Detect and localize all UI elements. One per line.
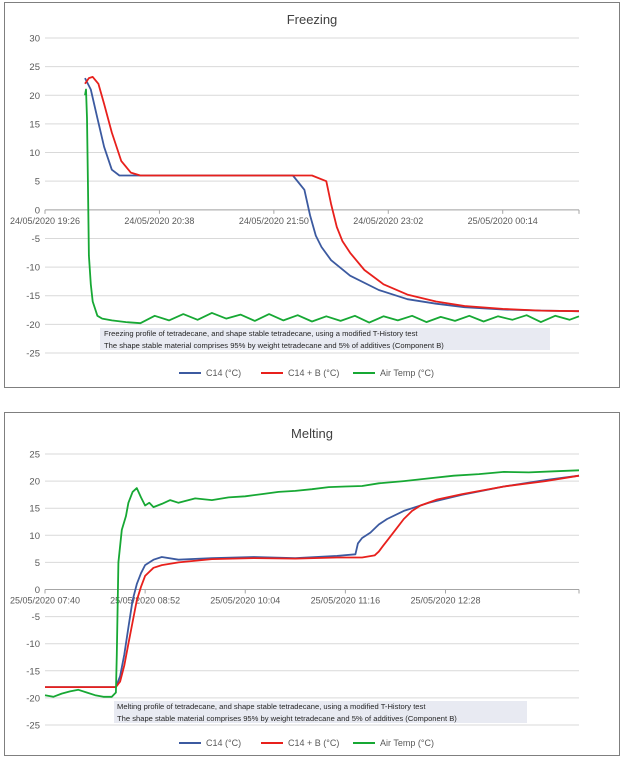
y-tick-label: -10 [26,639,40,650]
annotation-text: The shape stable material comprises 95% … [117,714,457,723]
annotation-text: The shape stable material comprises 95% … [104,341,444,350]
annotation-box [100,328,550,350]
x-tick-label: 25/05/2020 12:28 [410,596,480,606]
series-line-2 [45,474,580,689]
y-tick-label: 15 [29,119,40,130]
melting-chart: Melting 25 20 15 10 5 0 -5 -10 -15 -20 -25 25/05/202… [10,426,580,748]
x-tick-label: 25/05/2020 10:04 [210,596,280,606]
x-tick-label: 24/05/2020 20:38 [124,216,194,226]
x-tick-label: 25/05/2020 11:16 [311,596,380,606]
melting-chart-panel: Melting 25 20 15 10 5 0 -5 -10 -15 -20 -25 25/05/202… [4,412,620,756]
x-tick-label: 25/05/2020 07:40 [10,596,80,606]
y-tick-label: -25 [26,721,40,732]
annotation-text: Freezing profile of tetradecane, and sha… [104,329,418,338]
legend-label: C14 + B (°C) [288,738,339,748]
y-tick-label: 0 [35,585,40,596]
annotation-text: Melting profile of tetradecane, and shap… [117,702,426,711]
legend-label: C14 (°C) [206,368,241,378]
series-line-3 [44,469,580,698]
freezing-chart: Freezing 30 25 20 15 10 5 0 -5 -10 -15 -20 -25 24/05/… [10,12,580,378]
annotation-box [114,701,527,723]
x-tick-label: 24/05/2020 23:02 [353,216,423,226]
x-tick-label: 24/05/2020 21:50 [239,216,309,226]
y-tick-label: -5 [32,612,40,623]
y-tick-label: -5 [32,234,40,245]
y-tick-label: 10 [29,148,40,159]
y-tick-label: 0 [35,205,40,216]
y-tick-label: 25 [29,450,40,461]
legend-label: Air Temp (°C) [380,368,434,378]
legend-label: Air Temp (°C) [380,738,434,748]
series-line-1 [45,474,580,689]
freezing-chart-panel: Freezing 30 25 20 15 10 5 0 -5 -10 -15 -20 -25 24/05/… [4,2,620,388]
y-tick-label: -20 [26,320,40,331]
y-tick-label: -20 [26,693,40,704]
y-tick-label: -15 [26,291,40,302]
legend-label: C14 (°C) [206,738,241,748]
legend-label: C14 + B (°C) [288,368,339,378]
y-tick-label: 30 [29,34,40,45]
series-line-2 [84,76,580,313]
y-tick-label: -25 [26,349,40,360]
y-tick-label: 5 [35,558,40,569]
series-line-1 [84,77,580,313]
x-tick-label: 25/05/2020 08:52 [110,596,180,606]
y-tick-label: 15 [29,504,40,515]
chart-title: Melting [291,426,333,441]
y-tick-label: -15 [26,666,40,677]
y-tick-label: 10 [29,531,40,542]
x-tick-label: 25/05/2020 00:14 [468,216,538,226]
y-tick-label: -10 [26,263,40,274]
y-tick-label: 20 [29,91,40,102]
y-tick-label: 25 [29,62,40,73]
x-tick-label: 24/05/2020 19:26 [10,216,80,226]
chart-title: Freezing [287,12,338,27]
y-tick-label: 20 [29,477,40,488]
series-line-3 [84,88,580,325]
y-tick-label: 5 [35,177,40,188]
